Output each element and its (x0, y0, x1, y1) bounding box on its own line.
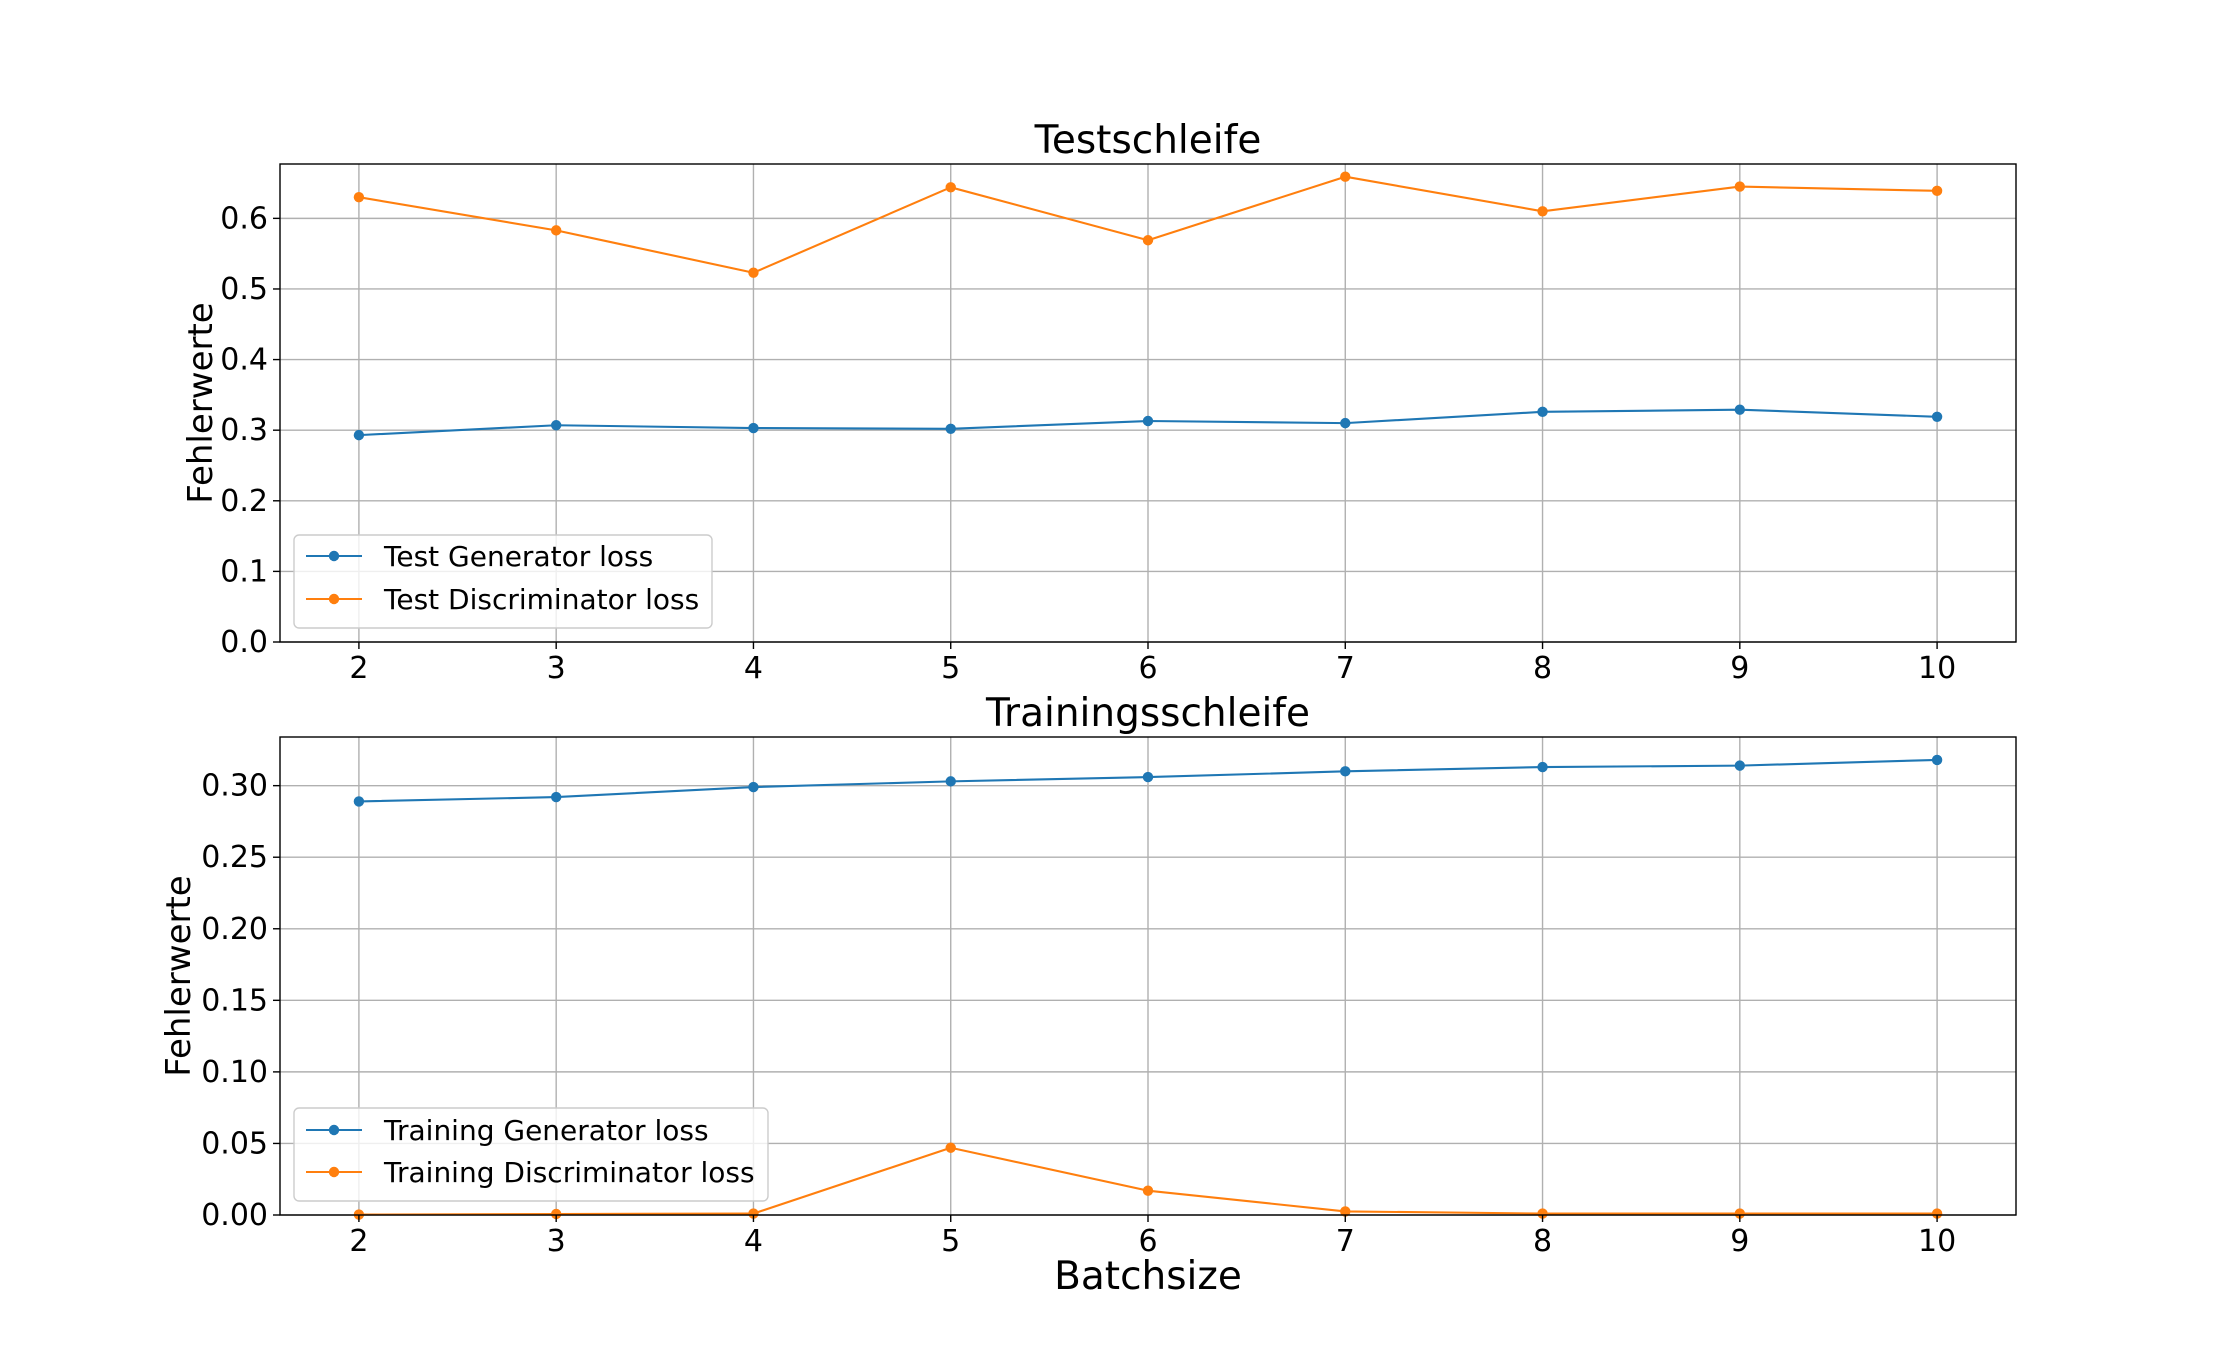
test-loop-chart: Testschleife 2 3 4 5 6 7 8 9 10 0.00.10.20.30.40… (181, 118, 2017, 686)
data-point (1537, 406, 1548, 418)
x-tick-label: 10 (1918, 651, 1956, 686)
data-point (1537, 206, 1548, 217)
x-tick-label: 7 (1336, 651, 1355, 686)
x-tick-label: 3 (547, 651, 566, 686)
legend-item-training-generator: Training Generator loss (306, 1114, 709, 1147)
y-tick-label: 0.6 (220, 201, 268, 236)
y-tick-label: 0.1 (220, 554, 268, 589)
data-point (353, 429, 365, 441)
data-point (550, 791, 562, 803)
y-tick-label: 0.25 (201, 840, 268, 875)
legend-box (293, 534, 713, 629)
legend-label: Test Discriminator loss (383, 583, 699, 616)
legend-label: Training Generator loss (383, 1114, 709, 1147)
x-tick-label: 6 (1138, 1224, 1157, 1259)
data-point (353, 191, 365, 203)
x-tick-label: 3 (547, 1224, 566, 1259)
data-point (1931, 185, 1943, 197)
chart-title: Trainingsschleife (985, 691, 1310, 736)
y-tick-label: 0.15 (201, 983, 268, 1018)
legend-marker (328, 593, 340, 605)
legend-label: Training Discriminator loss (383, 1156, 755, 1189)
data-point (748, 781, 759, 793)
legend-label: Test Generator loss (383, 540, 653, 573)
x-tick-label: 4 (744, 651, 763, 686)
chart-title: Testschleife (1034, 118, 1262, 163)
data-point (1734, 181, 1746, 192)
y-tick-label: 0.30 (201, 769, 268, 804)
data-point (1340, 171, 1351, 182)
y-axis-label: Fehlerwerte (159, 875, 199, 1076)
legend-item-training-discriminator: Training Discriminator loss (306, 1156, 755, 1189)
data-point (945, 1142, 956, 1153)
x-tick-label: 8 (1533, 1224, 1552, 1259)
data-point (1142, 771, 1154, 783)
data-point (1142, 1185, 1154, 1196)
data-point (1734, 760, 1746, 771)
data-point (1340, 766, 1351, 777)
data-point (550, 420, 562, 431)
legend-box (293, 1107, 769, 1202)
legend-marker (328, 550, 340, 562)
data-point (353, 796, 365, 807)
x-tick-label: 10 (1918, 1224, 1956, 1259)
x-axis-label: Batchsize (1054, 1254, 1242, 1299)
data-point (945, 423, 956, 434)
legend-marker (328, 1124, 340, 1136)
y-axis: 0.00 0.05 0.10 0.15 0.20 0.25 0.30 (201, 769, 280, 1233)
y-axis: 0.0 0.1 0.2 0.3 0.4 0.5 0.6 (220, 201, 280, 660)
y-tick-label: 0.00 (201, 1198, 268, 1233)
data-point (1734, 1208, 1746, 1219)
legend-marker (328, 1166, 340, 1178)
data-point (1931, 1208, 1943, 1219)
y-tick-label: 0.20 (201, 912, 268, 947)
grid (280, 164, 2016, 643)
series-lines (353, 171, 1943, 441)
x-tick-label: 7 (1336, 1224, 1355, 1259)
data-point (1340, 417, 1351, 429)
y-tick-label: 0.2 (220, 484, 268, 519)
x-axis: 2 3 4 5 6 7 8 9 10 (349, 1215, 1956, 1259)
legend-item-test-generator: Test Generator loss (306, 540, 653, 573)
x-tick-label: 9 (1730, 1224, 1749, 1259)
data-point (550, 1208, 562, 1220)
legend: Training Generator loss Training Discrim… (293, 1107, 769, 1202)
data-point (1537, 761, 1548, 773)
data-point (748, 1208, 759, 1219)
x-axis: 2 3 4 5 6 7 8 9 10 (349, 642, 1956, 686)
y-tick-label: 0.4 (220, 343, 268, 378)
legend: Test Generator loss Test Discriminator l… (293, 534, 713, 629)
data-point (748, 267, 759, 278)
y-tick-label: 0.0 (220, 625, 268, 660)
data-point (1931, 754, 1943, 766)
y-tick-label: 0.3 (220, 413, 268, 448)
x-tick-label: 2 (349, 1224, 368, 1259)
data-point (1340, 1206, 1351, 1217)
x-tick-label: 4 (744, 1224, 763, 1259)
data-point (748, 422, 759, 434)
data-point (945, 182, 956, 193)
y-axis-label: Fehlerwerte (181, 302, 221, 503)
data-point (1931, 411, 1943, 422)
data-point (1142, 235, 1154, 246)
x-tick-label: 8 (1533, 651, 1552, 686)
x-tick-label: 6 (1138, 651, 1157, 686)
x-tick-label: 5 (941, 651, 960, 686)
data-point (1537, 1208, 1548, 1219)
x-tick-label: 5 (941, 1224, 960, 1259)
training-loop-chart: Trainingsschleife 2 3 4 5 6 7 8 9 10 0.00 0.05 0.1… (159, 691, 2017, 1299)
legend-item-test-discriminator: Test Discriminator loss (306, 583, 699, 616)
data-point (1142, 415, 1154, 427)
x-tick-label: 2 (349, 651, 368, 686)
series-lines (353, 754, 1943, 1220)
data-point (945, 776, 956, 787)
data-point (550, 225, 562, 236)
y-tick-label: 0.5 (220, 272, 268, 307)
y-tick-label: 0.10 (201, 1055, 268, 1090)
x-tick-label: 9 (1730, 651, 1749, 686)
data-point (1734, 404, 1746, 415)
y-tick-label: 0.05 (201, 1126, 268, 1161)
